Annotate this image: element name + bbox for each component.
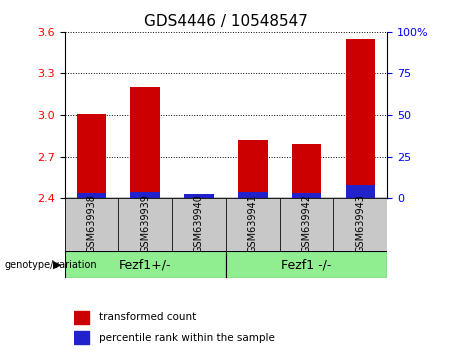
Title: GDS4446 / 10548547: GDS4446 / 10548547 [144, 14, 308, 29]
Bar [226, 198, 280, 251]
Text: GSM639942: GSM639942 [301, 194, 312, 253]
Bar [65, 251, 226, 278]
Bar [184, 194, 214, 198]
Text: Fezf1+/-: Fezf1+/- [119, 258, 171, 271]
Bar [292, 193, 321, 198]
Bar [292, 144, 321, 198]
Text: genotype/variation: genotype/variation [5, 259, 97, 270]
Text: GSM639938: GSM639938 [86, 194, 96, 253]
Text: GSM639943: GSM639943 [355, 194, 366, 253]
Bar [74, 331, 89, 344]
Bar [77, 193, 106, 198]
Bar [184, 194, 214, 198]
Bar [238, 193, 267, 198]
Text: percentile rank within the sample: percentile rank within the sample [99, 332, 275, 343]
Bar [346, 185, 375, 198]
Text: GSM639941: GSM639941 [248, 194, 258, 253]
Text: GSM639940: GSM639940 [194, 194, 204, 253]
Bar [130, 87, 160, 198]
Bar [65, 198, 118, 251]
Bar [118, 198, 172, 251]
Bar [130, 193, 160, 198]
Bar [226, 251, 387, 278]
Text: transformed count: transformed count [99, 312, 196, 322]
Bar [346, 39, 375, 198]
Text: ▶: ▶ [53, 259, 62, 270]
Bar [333, 198, 387, 251]
Bar [280, 198, 333, 251]
Text: Fezf1 -/-: Fezf1 -/- [281, 258, 332, 271]
Bar [74, 311, 89, 324]
Bar [172, 198, 226, 251]
Bar [238, 140, 267, 198]
Bar [77, 114, 106, 198]
Text: GSM639939: GSM639939 [140, 194, 150, 253]
